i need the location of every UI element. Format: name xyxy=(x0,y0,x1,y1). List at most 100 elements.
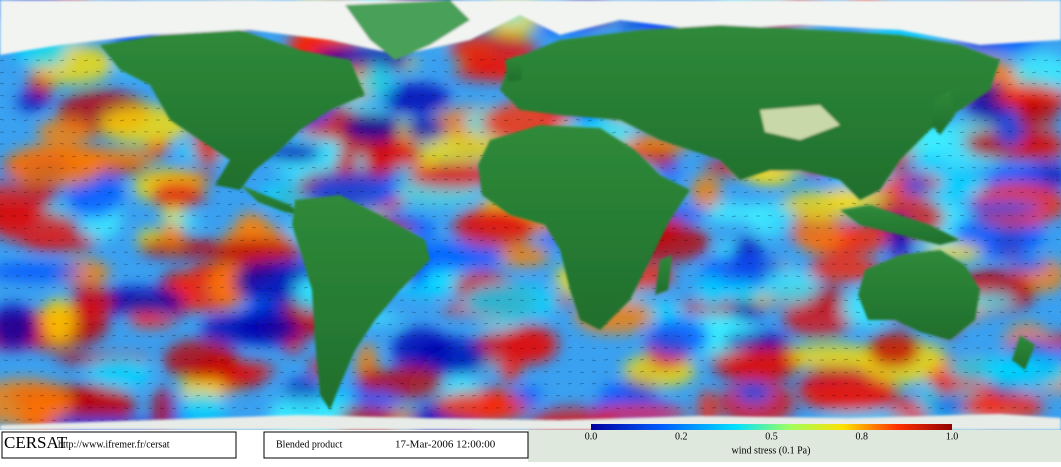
vector xyxy=(984,228,988,229)
colorbar-tick-label: 0.0 xyxy=(585,431,598,442)
vector xyxy=(24,144,28,145)
vector xyxy=(88,384,92,385)
vector xyxy=(444,84,448,85)
wind-patch xyxy=(729,302,766,318)
vector xyxy=(568,360,572,361)
vector xyxy=(160,288,164,289)
vector xyxy=(760,396,764,397)
vector xyxy=(1032,216,1036,217)
vector xyxy=(696,192,700,193)
colorbar-title: wind stress (0.1 Pa) xyxy=(732,445,811,456)
wind-patch xyxy=(724,333,790,348)
wind-patch xyxy=(343,114,400,141)
vector xyxy=(1020,72,1024,73)
vector xyxy=(132,228,136,229)
vector xyxy=(964,396,968,397)
vector xyxy=(1000,276,1004,277)
colorbar xyxy=(591,424,952,430)
vector xyxy=(796,264,800,265)
wind-patch xyxy=(962,201,1041,216)
vector xyxy=(924,192,928,193)
vector xyxy=(276,216,280,217)
vector xyxy=(756,192,760,193)
wind-patch xyxy=(1009,259,1047,272)
vector xyxy=(832,300,836,301)
vector xyxy=(856,276,860,277)
vector xyxy=(1008,108,1012,109)
vector xyxy=(1044,60,1048,61)
wind-patch xyxy=(382,83,450,115)
wind-patch xyxy=(163,339,237,381)
vector xyxy=(36,180,40,181)
wind-patch xyxy=(17,92,47,111)
vector xyxy=(724,276,728,277)
vector xyxy=(244,396,248,397)
vector xyxy=(492,72,496,73)
vector xyxy=(0,120,4,121)
vector xyxy=(1036,408,1040,409)
vector xyxy=(832,276,836,277)
vector xyxy=(484,396,488,397)
vector xyxy=(888,180,892,181)
wind-patch xyxy=(73,285,113,321)
vector xyxy=(796,276,800,277)
vector xyxy=(288,156,292,157)
wind-patch xyxy=(719,348,794,378)
vector xyxy=(804,204,808,205)
vector xyxy=(808,372,812,373)
vector xyxy=(628,396,632,397)
vector xyxy=(760,324,764,325)
vector xyxy=(112,312,116,313)
vector xyxy=(472,396,476,397)
vector xyxy=(276,156,280,157)
vector xyxy=(376,360,380,361)
vector xyxy=(628,324,632,325)
vector xyxy=(916,396,920,397)
vector xyxy=(1000,288,1004,289)
vector xyxy=(1036,264,1040,265)
vector xyxy=(124,396,128,397)
vector xyxy=(168,216,172,217)
vector xyxy=(972,204,976,205)
wind-patch xyxy=(65,148,157,168)
vector xyxy=(1056,96,1060,97)
wind-patch xyxy=(161,223,185,248)
vector xyxy=(1032,156,1036,157)
vector xyxy=(28,300,32,301)
vector xyxy=(700,336,704,337)
vector xyxy=(180,228,184,229)
vector xyxy=(748,288,752,289)
vector xyxy=(796,252,800,253)
wind-patch xyxy=(691,175,722,209)
vector xyxy=(400,396,404,397)
vector xyxy=(436,276,440,277)
vector xyxy=(480,240,484,241)
vector xyxy=(88,372,92,373)
wind-patch xyxy=(435,393,510,419)
vector xyxy=(940,348,944,349)
wind-patch xyxy=(735,381,772,403)
vector xyxy=(64,288,68,289)
colorbar-tick-label: 0.8 xyxy=(856,431,869,442)
vector xyxy=(684,240,688,241)
vector xyxy=(52,372,56,373)
vector xyxy=(444,156,448,157)
vector xyxy=(124,252,128,253)
vector xyxy=(264,168,268,169)
vector xyxy=(864,204,868,205)
vector xyxy=(508,360,512,361)
wind-patch xyxy=(37,119,94,145)
vector xyxy=(24,120,28,121)
vector xyxy=(984,156,988,157)
vector xyxy=(520,300,524,301)
colorbar-tick-label: 0.5 xyxy=(765,431,778,442)
vector xyxy=(84,192,88,193)
vector xyxy=(132,96,136,97)
product: Blended product xyxy=(276,439,343,450)
vector xyxy=(396,204,400,205)
vector xyxy=(12,96,16,97)
vector xyxy=(820,300,824,301)
vector xyxy=(816,240,820,241)
vector xyxy=(388,372,392,373)
vector xyxy=(828,228,832,229)
